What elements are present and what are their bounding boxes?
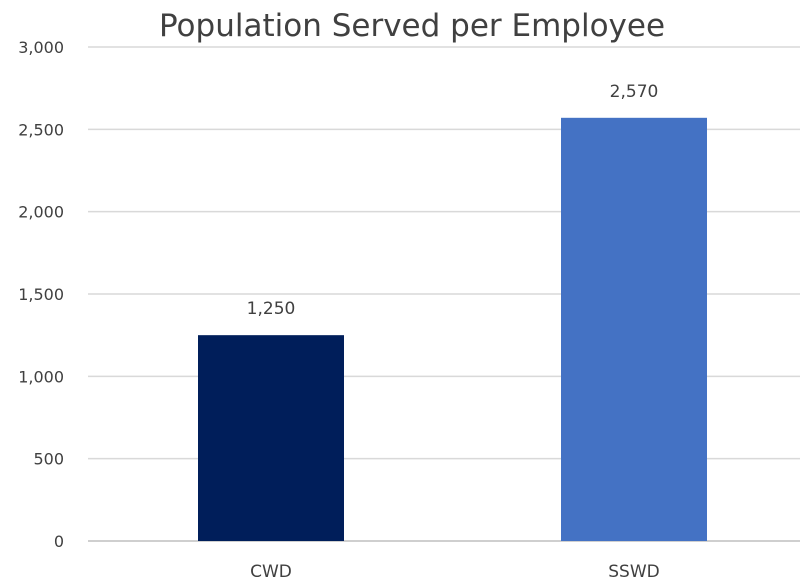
bar-sswd (561, 117, 707, 541)
y-tick-label: 500 (33, 450, 64, 469)
data-labels: 1,250 2,570 (247, 82, 659, 319)
y-tick-label: 1,000 (18, 367, 64, 386)
bar-cwd (198, 335, 344, 541)
y-tick-label: 0 (54, 532, 64, 551)
bars (198, 117, 707, 541)
category-labels: CWD SSWD (250, 562, 660, 582)
y-tick-label: 2,500 (18, 120, 64, 139)
data-label-cwd: 1,250 (247, 299, 296, 319)
data-label-sswd: 2,570 (610, 82, 659, 102)
y-tick-label: 2,000 (18, 203, 64, 222)
y-tick-label: 3,000 (18, 38, 64, 57)
category-label-sswd: SSWD (608, 562, 659, 582)
y-axis-tick-labels: 0 500 1,000 1,500 2,000 2,500 3,000 (18, 38, 64, 551)
chart-title: Population Served per Employee (159, 8, 665, 44)
y-tick-label: 1,500 (18, 285, 64, 304)
category-label-cwd: CWD (250, 562, 292, 582)
